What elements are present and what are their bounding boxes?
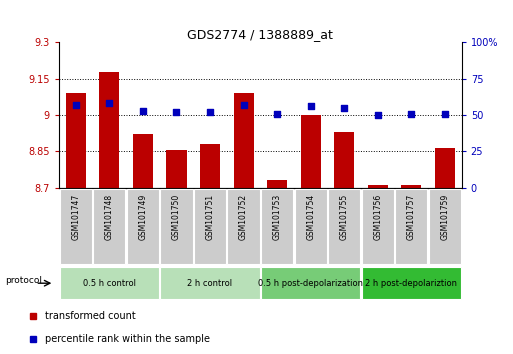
Point [441,111,449,116]
Bar [99,72,120,188]
FancyBboxPatch shape [227,189,260,264]
Text: GSM101750: GSM101750 [172,194,181,240]
Bar [133,135,153,188]
Bar [66,93,86,188]
Point [240,102,248,108]
Text: 2 h post-depolariztion: 2 h post-depolariztion [365,279,458,288]
FancyBboxPatch shape [161,267,260,299]
Text: GSM101748: GSM101748 [105,194,114,240]
FancyBboxPatch shape [261,189,293,264]
Bar [401,185,421,188]
Text: GSM101756: GSM101756 [373,194,382,240]
FancyBboxPatch shape [127,189,159,264]
FancyBboxPatch shape [93,189,126,264]
Point [373,112,382,118]
Text: 0.5 h post-depolarization: 0.5 h post-depolarization [258,279,363,288]
Title: GDS2774 / 1388889_at: GDS2774 / 1388889_at [187,28,333,41]
Point [139,108,147,114]
Text: GSM101755: GSM101755 [340,194,349,240]
Text: GSM101759: GSM101759 [441,194,449,240]
Point [340,105,348,110]
Text: percentile rank within the sample: percentile rank within the sample [45,334,209,344]
FancyBboxPatch shape [429,189,461,264]
Text: GSM101753: GSM101753 [272,194,282,240]
Text: GSM101757: GSM101757 [407,194,416,240]
Point [307,103,315,109]
Point [206,109,214,115]
FancyBboxPatch shape [362,267,461,299]
Bar [334,132,354,188]
Bar [267,180,287,188]
Text: GSM101749: GSM101749 [139,194,147,240]
Point [72,102,80,108]
FancyBboxPatch shape [362,189,394,264]
FancyBboxPatch shape [60,267,159,299]
Text: GSM101754: GSM101754 [306,194,315,240]
Text: transformed count: transformed count [45,311,135,321]
Text: GSM101752: GSM101752 [239,194,248,240]
Bar [301,115,321,188]
Text: GSM101751: GSM101751 [206,194,214,240]
Bar [200,144,220,188]
FancyBboxPatch shape [161,189,192,264]
Point [105,101,113,106]
FancyBboxPatch shape [261,267,360,299]
Point [407,111,416,116]
FancyBboxPatch shape [328,189,360,264]
Text: protocol: protocol [5,276,42,285]
Bar [166,150,187,188]
Bar [435,148,455,188]
Bar [368,185,388,188]
FancyBboxPatch shape [294,189,327,264]
Point [172,109,181,115]
Bar [233,93,253,188]
FancyBboxPatch shape [60,189,92,264]
Text: 2 h control: 2 h control [187,279,232,288]
Point [273,111,281,116]
FancyBboxPatch shape [194,189,226,264]
Text: GSM101747: GSM101747 [71,194,80,240]
Text: 0.5 h control: 0.5 h control [83,279,136,288]
FancyBboxPatch shape [395,189,427,264]
